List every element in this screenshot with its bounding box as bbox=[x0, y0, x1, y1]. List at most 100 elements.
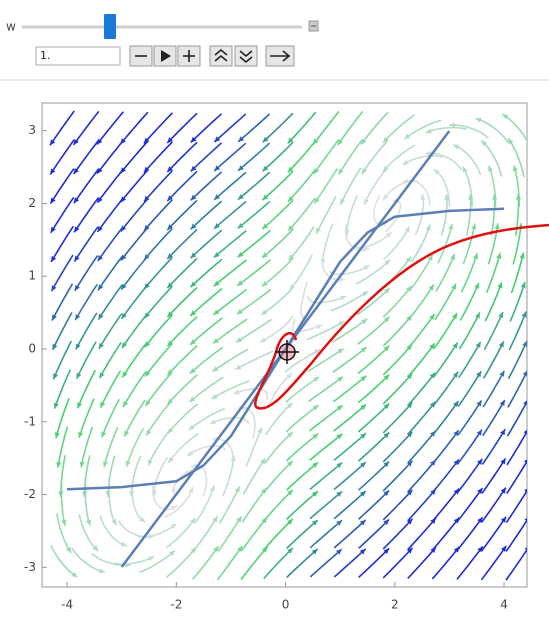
stream-line bbox=[189, 376, 224, 403]
stream-line bbox=[287, 197, 316, 232]
stream-arrow bbox=[337, 348, 344, 354]
stream-line bbox=[355, 259, 391, 285]
stream-arrow bbox=[120, 254, 127, 261]
stream-arrow bbox=[139, 516, 145, 523]
stream-arrow bbox=[213, 546, 219, 553]
y-tick-label: -1 bbox=[24, 414, 36, 428]
stream-line bbox=[138, 550, 176, 574]
stream-line bbox=[49, 110, 75, 146]
stream-line bbox=[144, 343, 173, 377]
stream-arrow bbox=[312, 405, 319, 411]
stream-arrow bbox=[448, 223, 454, 230]
play-button[interactable] bbox=[153, 45, 177, 67]
y-tick-label: 1 bbox=[28, 269, 36, 283]
stream-line bbox=[113, 555, 155, 565]
stream-arrow bbox=[237, 222, 244, 229]
stream-line bbox=[501, 113, 527, 143]
stream-line bbox=[382, 547, 414, 579]
stream-arrow bbox=[287, 490, 293, 496]
stream-line bbox=[285, 433, 319, 462]
slower-button[interactable] bbox=[234, 45, 258, 67]
stream-arrow bbox=[406, 547, 413, 554]
stream-arrow bbox=[190, 310, 197, 316]
stream-arrow bbox=[190, 517, 196, 524]
slider-thumb[interactable] bbox=[104, 14, 116, 39]
stream-line bbox=[264, 431, 294, 464]
stream-line bbox=[475, 117, 510, 144]
stream-arrow bbox=[52, 343, 58, 350]
stream-arrow bbox=[524, 488, 527, 493]
stream-line bbox=[49, 139, 75, 175]
stream-line bbox=[120, 227, 149, 261]
stream-arrow bbox=[476, 429, 482, 436]
stream-line bbox=[194, 485, 215, 524]
stream-arrow bbox=[148, 459, 153, 466]
stream-arrow bbox=[144, 283, 150, 289]
stream-line bbox=[507, 340, 527, 380]
increment-button[interactable] bbox=[177, 45, 201, 67]
stream-line bbox=[51, 312, 73, 351]
decrement-button[interactable] bbox=[129, 45, 153, 67]
stream-arrow bbox=[167, 340, 174, 347]
stream-arrow bbox=[120, 225, 127, 232]
stream-arrow bbox=[427, 254, 433, 261]
stream-line bbox=[363, 168, 388, 205]
locator[interactable] bbox=[275, 340, 299, 364]
stream-arrow bbox=[473, 253, 479, 260]
stream-arrow bbox=[336, 433, 343, 440]
stream-line bbox=[402, 154, 443, 166]
stream-line bbox=[73, 168, 100, 204]
stream-arrow bbox=[209, 485, 215, 492]
stream-line bbox=[261, 170, 294, 201]
stream-line bbox=[80, 426, 94, 468]
stream-line bbox=[432, 400, 460, 436]
stream-line bbox=[101, 398, 121, 438]
stream-arrow bbox=[212, 516, 218, 523]
value-input[interactable] bbox=[35, 46, 121, 66]
stream-line bbox=[143, 256, 173, 290]
stream-line bbox=[96, 140, 124, 175]
stream-arrow bbox=[404, 226, 410, 233]
stream-arrow bbox=[523, 400, 527, 406]
stream-line bbox=[144, 372, 173, 407]
stream-line bbox=[71, 547, 105, 574]
stream-line bbox=[456, 487, 484, 523]
stream-line bbox=[166, 112, 198, 144]
stream-arrow bbox=[475, 312, 480, 319]
faster-button[interactable] bbox=[209, 45, 233, 67]
stream-arrow bbox=[383, 316, 390, 323]
stream-line bbox=[407, 401, 436, 435]
stream-arrow bbox=[382, 165, 389, 172]
stream-arrow bbox=[50, 168, 56, 175]
stream-line bbox=[509, 281, 526, 322]
stream-arrow bbox=[314, 349, 321, 355]
stream-arrow bbox=[170, 488, 177, 495]
stream-line bbox=[431, 488, 460, 522]
stream-arrow bbox=[120, 196, 127, 203]
stream-arrow bbox=[496, 252, 502, 259]
stream-line bbox=[456, 516, 484, 552]
stream-line bbox=[309, 548, 343, 578]
stream-arrow bbox=[383, 403, 390, 410]
stream-line bbox=[333, 519, 367, 549]
stream-line bbox=[382, 431, 413, 463]
x-tick-label: 4 bbox=[500, 598, 508, 612]
stream-arrow bbox=[382, 194, 389, 201]
stream-arrow bbox=[336, 462, 343, 469]
stream-line bbox=[307, 347, 345, 372]
stream-arrow bbox=[287, 166, 294, 173]
stream-line bbox=[97, 226, 124, 262]
stream-arrow bbox=[261, 488, 267, 494]
stream-arrow bbox=[499, 370, 505, 377]
stream-line bbox=[286, 490, 319, 520]
stream-arrow bbox=[521, 311, 527, 318]
direction-button[interactable] bbox=[265, 45, 295, 67]
stream-line bbox=[360, 111, 389, 145]
stream-arrow bbox=[236, 337, 243, 343]
stream-line bbox=[189, 229, 223, 259]
stream-arrow bbox=[385, 232, 392, 238]
stream-arrow bbox=[122, 371, 128, 378]
stream-line bbox=[217, 515, 243, 552]
stream-line bbox=[50, 225, 74, 263]
stream-arrow bbox=[287, 195, 294, 202]
